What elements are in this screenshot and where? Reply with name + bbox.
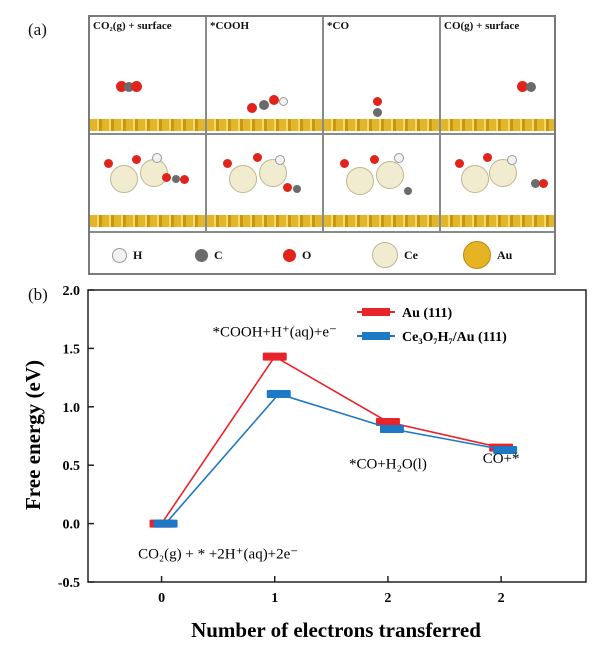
au-surface <box>90 215 205 227</box>
series-line <box>164 393 506 525</box>
carbon-atom-icon <box>195 248 208 262</box>
y-tick-label: 1.5 <box>63 342 81 357</box>
chart-series <box>149 352 518 528</box>
annotation-label: CO+* <box>483 451 520 467</box>
cell-co-cluster <box>324 135 441 233</box>
cerium-atom-icon <box>372 242 398 268</box>
au-surface <box>324 119 439 131</box>
legend-au-label: Au <box>497 247 513 262</box>
column-title-co-gas: CO(g) + surface <box>444 20 520 32</box>
panel-b-label: (b) <box>28 285 48 304</box>
legend-entry: Ce₃O₇H₇/Au (111) <box>402 330 507 345</box>
ceria-cluster <box>217 153 317 213</box>
x-tick-label: 2 <box>498 591 505 606</box>
ceria-cluster <box>334 153 434 213</box>
free-energy-chart: -0.50.00.51.01.52.00 1 2 2 *COOH+H⁺(aq)+e⁻*… <box>21 284 587 642</box>
column-title-co2: CO₂(g) + surface <box>93 20 172 32</box>
cell-cooh-side: *COOH <box>207 17 324 135</box>
column-title-co: *CO <box>327 20 349 32</box>
y-tick-label: 0.5 <box>63 459 81 474</box>
annotation-label: *CO+H₂O(l) <box>349 457 427 473</box>
legend-entry: Au (111) <box>402 306 453 321</box>
y-tick-label: -0.5 <box>58 576 80 591</box>
energy-level-bar <box>153 519 178 528</box>
legend-h-label: H <box>133 247 143 262</box>
au-surface <box>441 119 554 131</box>
annotation-label: CO₂(g) + * +2H⁺(aq)+2e⁻ <box>138 547 298 563</box>
legend-o: O <box>283 235 311 275</box>
cell-co-gas-side: CO(g) + surface <box>441 17 554 135</box>
series-1 <box>153 389 518 528</box>
x-axis-label: Number of electrons transferred <box>191 618 481 642</box>
energy-level-bar <box>375 417 400 426</box>
ceria-cluster <box>100 153 200 213</box>
legend-h: H <box>112 235 142 275</box>
legend-c: C <box>195 235 223 275</box>
legend-c-label: C <box>214 247 223 262</box>
cell-co2-cluster <box>90 135 207 233</box>
x-tick-label: 2 <box>384 591 391 606</box>
legend-ce-label: Ce <box>404 247 418 262</box>
legend-au: Au <box>463 235 512 275</box>
energy-level-bar <box>493 446 518 455</box>
series-line <box>160 355 502 525</box>
cell-co-side: *CO <box>324 17 441 135</box>
cell-cooh-cluster <box>207 135 324 233</box>
au-surface <box>90 119 205 131</box>
atom-legend: H C O Ce Au <box>90 235 554 275</box>
panel-a-label: (a) <box>28 20 47 39</box>
cell-co-gas-cluster <box>441 135 554 233</box>
plot-frame <box>87 289 587 583</box>
y-tick-label: 2.0 <box>63 284 81 299</box>
legend-swatch <box>362 332 390 340</box>
y-tick-label: 1.0 <box>63 401 81 416</box>
y-tick-label: 0.0 <box>63 518 81 533</box>
energy-level-bar <box>262 352 287 361</box>
column-title-cooh: *COOH <box>210 20 250 32</box>
legend-o-label: O <box>302 247 312 262</box>
ceria-cluster <box>449 153 549 213</box>
x-tick-label: 0 <box>158 591 165 606</box>
legend-swatch <box>362 308 390 316</box>
annotation-label: *COOH+H⁺(aq)+e⁻ <box>213 325 337 341</box>
legend-ce: Ce <box>372 235 418 275</box>
cell-co2-gas-side: CO₂(g) + surface <box>90 17 207 135</box>
chart-legend: Au (111) Ce₃O₇H₇/Au (111) <box>357 306 507 345</box>
oxygen-atom-icon <box>283 248 296 262</box>
hydrogen-atom-icon <box>112 247 127 263</box>
au-surface <box>324 215 439 227</box>
series-0 <box>149 352 514 528</box>
y-axis-label: Free energy (eV) <box>21 360 45 510</box>
au-surface <box>441 215 554 227</box>
structure-grid: CO₂(g) + surface *COOH *CO CO(g) + surfa… <box>88 15 556 275</box>
chart-annotations: *COOH+H⁺(aq)+e⁻ *CO+H₂O(l) CO+* CO₂(g) + * … <box>138 325 519 563</box>
gold-atom-icon <box>463 241 491 269</box>
energy-level-bar <box>266 389 291 398</box>
chart-axes: -0.5 0.0 0.5 1.0 1.5 2.0 0 1 2 2 <box>58 284 587 606</box>
energy-level-bar <box>379 424 404 433</box>
au-surface <box>207 119 322 131</box>
x-tick-label: 1 <box>271 591 278 606</box>
au-surface <box>207 215 322 227</box>
